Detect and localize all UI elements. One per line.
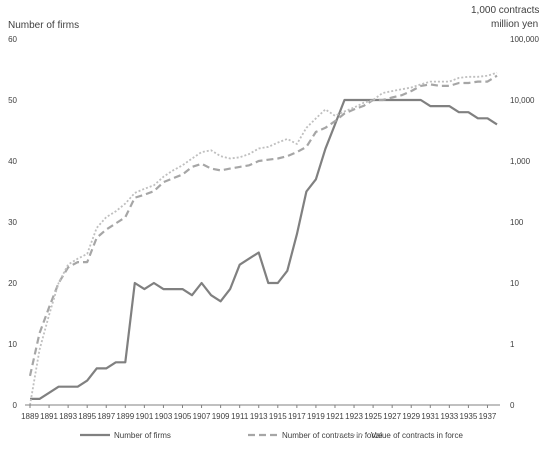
- right-tick-label: 10: [510, 279, 519, 288]
- x-tick-label: 1899: [116, 412, 134, 421]
- x-tick-label: 1889: [21, 412, 39, 421]
- legend-label-1: Number of firms: [114, 431, 171, 440]
- left-tick-label: 40: [8, 157, 17, 166]
- right-axis-title-line1: 1,000 contracts: [471, 5, 539, 16]
- series-line-3: [29, 71, 498, 406]
- x-tick-label: 1915: [269, 412, 287, 421]
- x-tick-label: 1907: [193, 412, 211, 421]
- legend-label-3: Value of contracts in force: [371, 431, 463, 440]
- x-tick-label: 1917: [288, 412, 306, 421]
- right-tick-label: 10,000: [510, 96, 535, 105]
- right-axis-ticks: 0 1 10 100 1,000 10,000 100,000: [510, 35, 539, 410]
- x-tick-label: 1895: [78, 412, 96, 421]
- x-axis-ticks: 1889 1891 1893 1895 1897 1899 1901 1903 1905 1907…: [21, 405, 497, 421]
- right-tick-label: 100,000: [510, 35, 539, 44]
- plot-lines: [28, 71, 498, 406]
- x-tick-label: 1935: [460, 412, 478, 421]
- x-tick-label: 1913: [250, 412, 268, 421]
- x-tick-label: 1911: [231, 412, 249, 421]
- x-tick-label: 1901: [135, 412, 153, 421]
- series-line-2: [28, 74, 498, 377]
- right-tick-label: 0: [510, 401, 515, 410]
- x-tick-label: 1937: [479, 412, 497, 421]
- left-tick-label: 50: [8, 96, 17, 105]
- x-tick-label: 1903: [155, 412, 173, 421]
- x-tick-label: 1897: [97, 412, 115, 421]
- left-axis-ticks: 0 10 20 30 40 50 60: [8, 35, 17, 410]
- left-tick-label: 60: [8, 35, 17, 44]
- left-tick-label: 0: [13, 401, 18, 410]
- left-tick-label: 30: [8, 218, 17, 227]
- right-tick-label: 1,000: [510, 157, 531, 166]
- x-tick-label: 1909: [212, 412, 230, 421]
- x-tick-label: 1927: [383, 412, 401, 421]
- x-tick-label: 1929: [402, 412, 420, 421]
- x-tick-label: 1933: [440, 412, 458, 421]
- x-tick-label: 1905: [174, 412, 192, 421]
- left-tick-label: 20: [8, 279, 17, 288]
- x-tick-label: 1925: [364, 412, 382, 421]
- x-tick-label: 1931: [421, 412, 439, 421]
- legend-label-2: Number of contracts in force: [282, 431, 383, 440]
- x-tick-label: 1919: [307, 412, 325, 421]
- legend: Number of firms Number of contracts in fo…: [80, 431, 463, 440]
- x-tick-label: 1923: [345, 412, 363, 421]
- x-tick-label: 1893: [59, 412, 77, 421]
- left-axis-title: Number of firms: [8, 20, 79, 31]
- left-tick-label: 10: [8, 340, 17, 349]
- right-tick-label: 100: [510, 218, 524, 227]
- right-tick-label: 1: [510, 340, 515, 349]
- series-line-1: [30, 98, 498, 400]
- x-tick-label: 1891: [40, 412, 58, 421]
- x-tick-label: 1921: [326, 412, 344, 421]
- right-axis-title-line2: million yen: [491, 19, 538, 30]
